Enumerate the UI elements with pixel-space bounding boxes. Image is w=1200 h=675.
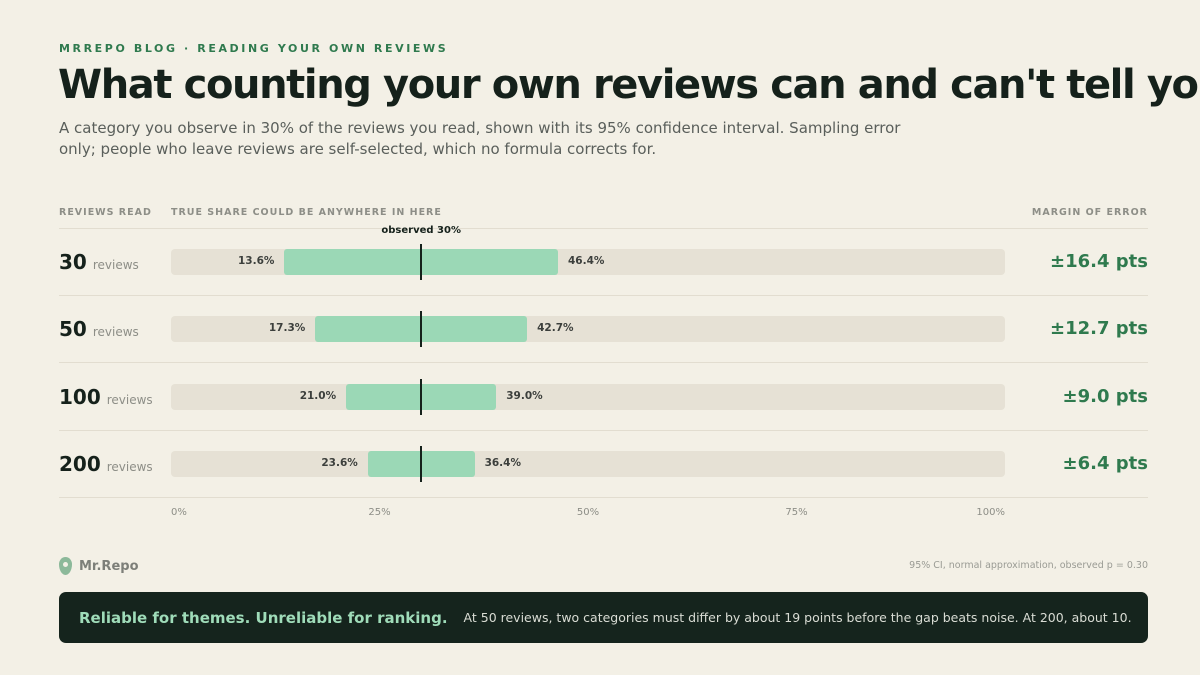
row-sample-size: 50 reviews (59, 317, 139, 341)
interval-low-label: 13.6% (237, 255, 275, 267)
eyebrow: MRREPO BLOG · READING YOUR OWN REVIEWS (59, 42, 449, 55)
row-divider (59, 497, 1148, 498)
x-tick-label: 50% (576, 507, 600, 518)
callout-headline: Reliable for themes. Unreliable for rank… (79, 608, 448, 627)
margin-of-error-value: ±9.0 pts (1062, 386, 1148, 407)
page-title: What counting your own reviews can and c… (58, 62, 1200, 108)
row-divider (59, 295, 1148, 296)
x-tick-label: 100% (976, 507, 1005, 518)
callout-body: At 50 reviews, two categories must diffe… (463, 610, 1132, 625)
observed-marker (420, 244, 423, 280)
brand: Mr.Repo (59, 557, 139, 575)
x-tick-label: 0% (171, 507, 187, 518)
row-n-unit: reviews (106, 393, 153, 407)
row-n-value: 30 (59, 250, 87, 274)
observed-marker (420, 311, 423, 347)
row-n-unit: reviews (92, 325, 139, 339)
page-subtitle: A category you observe in 30% of the rev… (59, 119, 901, 158)
col-header-margin: MARGIN OF ERROR (1031, 207, 1148, 218)
interval-low-label: 21.0% (299, 390, 337, 402)
row-sample-size: 100 reviews (59, 385, 153, 409)
range-track: 21.0% 39.0% (171, 384, 1005, 410)
range-track: 13.6% 46.4% (171, 249, 1005, 275)
row-divider (59, 228, 1148, 229)
row-n-value: 200 (59, 452, 101, 476)
row-sample-size: 30 reviews (59, 250, 139, 274)
row-n-value: 50 (59, 317, 87, 341)
margin-of-error-value: ±12.7 pts (1050, 318, 1148, 339)
location-pin-icon (59, 557, 72, 575)
row-divider (59, 362, 1148, 363)
brand-name: Mr.Repo (79, 558, 139, 574)
row-n-unit: reviews (106, 460, 153, 474)
row-sample-size: 200 reviews (59, 452, 153, 476)
interval-high-label: 39.0% (506, 390, 543, 402)
x-tick-label: 25% (368, 507, 391, 518)
observed-marker (420, 446, 423, 482)
observed-label: observed 30% (381, 225, 461, 236)
callout-banner: Reliable for themes. Unreliable for rank… (59, 592, 1148, 643)
row-divider (59, 430, 1148, 431)
col-header-reviews-read: REVIEWS READ (59, 207, 152, 218)
interval-high-label: 36.4% (484, 457, 521, 469)
col-header-range: TRUE SHARE COULD BE ANYWHERE IN HERE (171, 207, 442, 218)
margin-of-error-value: ±6.4 pts (1062, 453, 1148, 474)
row-n-value: 100 (59, 385, 101, 409)
footnote: 95% CI, normal approximation, observed p… (909, 560, 1148, 571)
interval-high-label: 42.7% (537, 322, 574, 334)
row-n-unit: reviews (92, 258, 139, 272)
observed-marker (420, 379, 423, 415)
range-track: 17.3% 42.7% (171, 316, 1005, 342)
x-tick-label: 75% (785, 507, 808, 518)
interval-low-label: 17.3% (268, 322, 306, 334)
interval-low-label: 23.6% (321, 457, 358, 469)
interval-high-label: 46.4% (567, 255, 605, 267)
margin-of-error-value: ±16.4 pts (1050, 251, 1148, 272)
range-track: 23.6% 36.4% (171, 451, 1005, 477)
